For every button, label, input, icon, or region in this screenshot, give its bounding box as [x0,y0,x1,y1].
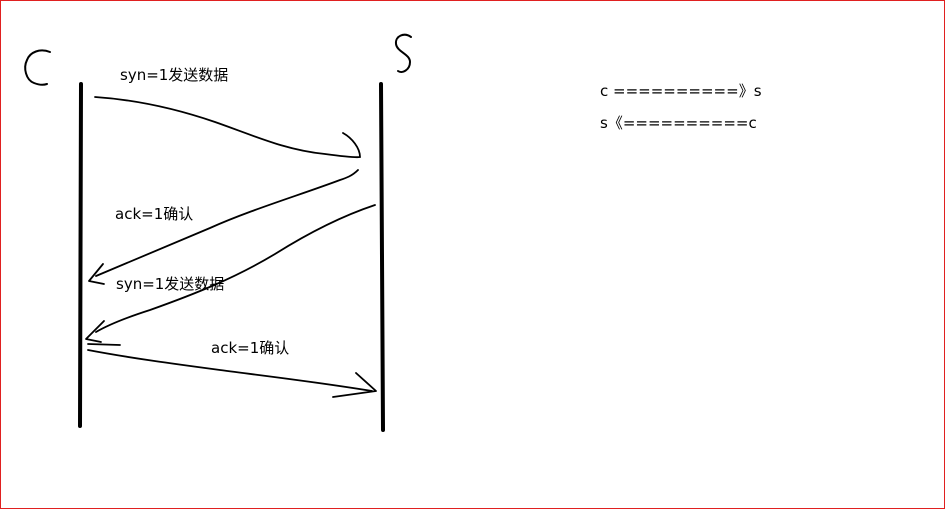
server-lifeline [379,82,385,432]
message-2-label: ack=1确认 [115,205,193,223]
message-3-arrowhead [85,320,105,343]
message-4-label: ack=1确认 [211,339,289,357]
note-server-to-client: s《==========c [600,114,757,132]
message-4-arrow [87,349,373,392]
message-3-arrow [95,204,376,333]
note-client-to-server: c ==========》s [600,82,762,100]
client-lifeline [78,82,83,428]
message-2-arrow [95,169,359,277]
message-1-label: syn=1发送数据 [120,66,228,84]
message-2-arrowhead [88,263,105,285]
message-3-label: syn=1发送数据 [116,275,224,293]
message-1-arrow [94,96,361,159]
client-letter-c [24,49,51,86]
message-4-arrowhead [332,372,377,398]
server-letter-s [394,33,412,73]
message-4-tick [87,343,121,346]
